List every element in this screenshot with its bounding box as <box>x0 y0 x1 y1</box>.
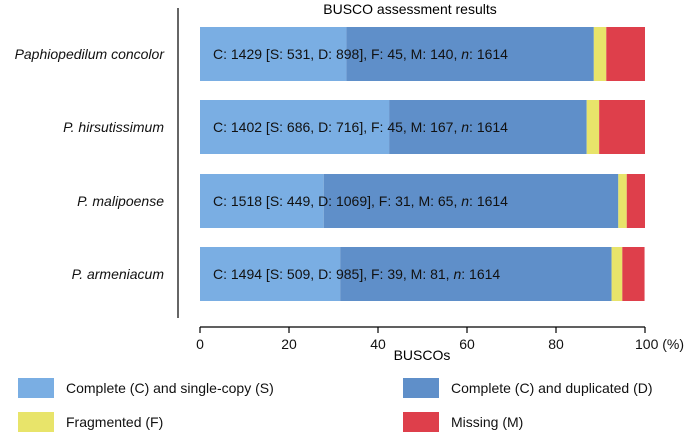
bar-segment-missing-row-4 <box>622 247 645 301</box>
bar-segment-missing-row-2 <box>599 100 645 154</box>
bar-segment-fragmented-row-2 <box>586 100 600 154</box>
category-label-row-2: P. hirsutissimum <box>63 119 164 135</box>
bar-segment-single-copy-row-4 <box>200 247 341 301</box>
chart-title: BUSCO assessment results <box>323 1 497 17</box>
category-label-row-4: P. armeniacum <box>72 266 165 282</box>
bar-segment-duplicated-row-4 <box>340 247 612 301</box>
bar-segment-duplicated-row-2 <box>389 100 587 154</box>
bar-segment-fragmented-row-3 <box>618 174 627 228</box>
x-axis-label: BUSCOs <box>394 347 451 363</box>
bar-segment-missing-row-1 <box>606 27 645 81</box>
x-tick-label-5: 100 (%) <box>635 336 684 352</box>
bar-segment-single-copy-row-3 <box>200 174 324 228</box>
plot-area: Paphiopedilum concolor C: 1429 [S: 531, D… <box>15 8 645 318</box>
bar-segment-single-copy-row-1 <box>200 27 347 81</box>
category-label-row-3: P. malipoense <box>77 193 164 209</box>
bar-segment-fragmented-row-1 <box>593 27 607 81</box>
x-tick-label-3: 60 <box>459 336 475 352</box>
bar-label-row-3: C: 1518 [S: 449, D: 1069], F: 31, M: 65,… <box>213 193 508 209</box>
bar-label-row-1: C: 1429 [S: 531, D: 898], F: 45, M: 140,… <box>213 46 508 62</box>
bar-segment-fragmented-row-4 <box>611 247 623 301</box>
bar-label-row-4: C: 1494 [S: 509, D: 985], F: 39, M: 81, … <box>213 266 500 282</box>
bar-label-row-2: C: 1402 [S: 686, D: 716], F: 45, M: 167,… <box>213 119 508 135</box>
x-tick-label-2: 40 <box>370 336 386 352</box>
x-tick-label-4: 80 <box>548 336 564 352</box>
bar-segment-single-copy-row-2 <box>200 100 390 154</box>
x-axis: 0 20 40 60 80 100 (%) <box>196 326 684 352</box>
bar-segment-duplicated-row-3 <box>323 174 619 228</box>
x-tick-label-0: 0 <box>196 336 204 352</box>
category-label-row-1: Paphiopedilum concolor <box>15 46 166 62</box>
bar-segment-duplicated-row-1 <box>346 27 594 81</box>
x-tick-label-1: 20 <box>281 336 297 352</box>
bar-segment-missing-row-3 <box>626 174 645 228</box>
